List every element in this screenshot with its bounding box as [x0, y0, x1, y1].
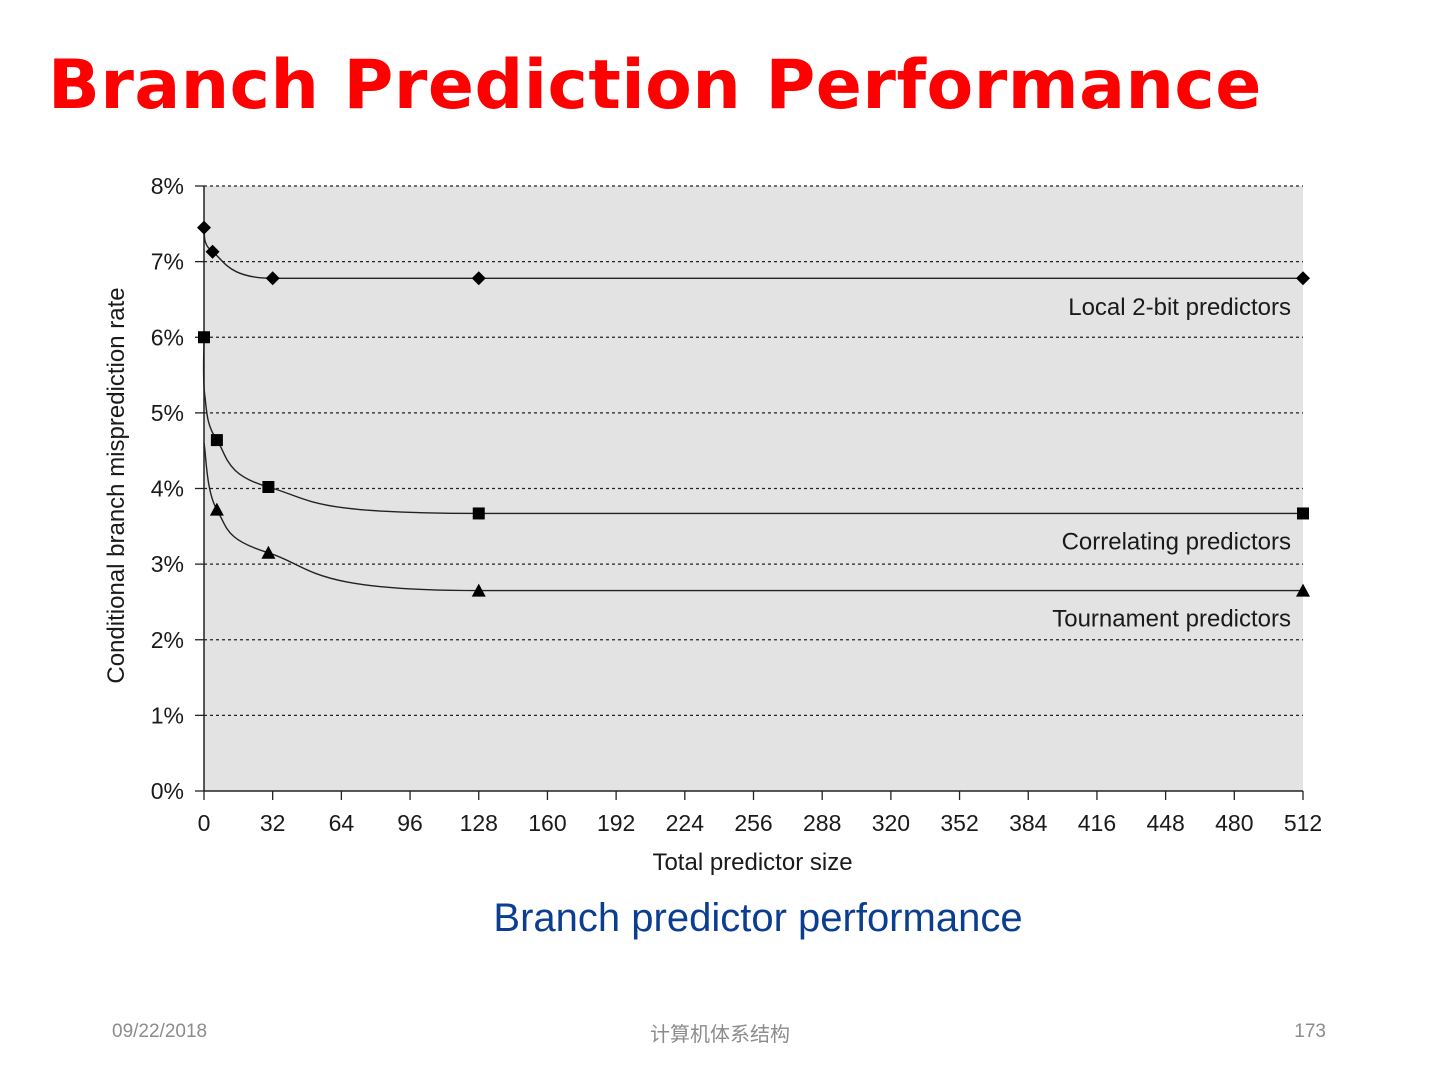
- y-tick-label: 5%: [151, 400, 184, 426]
- y-tick-label: 4%: [151, 476, 184, 502]
- data-point-diamond: [197, 220, 211, 235]
- x-tick-label: 416: [1078, 810, 1116, 836]
- slide-title: Branch Prediction Performance: [48, 46, 1262, 125]
- data-point-triangle: [1296, 583, 1310, 597]
- series-label-1: Local 2-bit predictors: [1068, 294, 1291, 321]
- x-tick-label: 224: [666, 810, 705, 836]
- plot-layer: 0% 1% 2% 3% 4% 5% 6% 7% 8% 0 32 64 96 128 160 192 224 256…: [103, 173, 1322, 876]
- x-tick-label: 384: [1009, 810, 1048, 836]
- data-point-diamond: [265, 271, 280, 286]
- x-tick-label: 320: [872, 810, 910, 836]
- x-tick-label: 128: [460, 810, 498, 836]
- x-tick-label: 96: [397, 810, 423, 836]
- y-tick-label: 2%: [151, 627, 184, 653]
- series-line-2: [202, 337, 1303, 515]
- x-tick-label: 512: [1284, 810, 1322, 836]
- x-tick-label: 0: [198, 810, 211, 836]
- x-tick-label: 192: [597, 810, 635, 836]
- x-tick-label: 288: [803, 810, 841, 836]
- data-point-diamond: [205, 244, 220, 259]
- data-point-diamond: [471, 271, 486, 286]
- series-label-3: Tournament predictors: [1052, 606, 1291, 633]
- y-tick-label: 6%: [151, 324, 184, 350]
- x-tick-label: 32: [260, 810, 286, 836]
- data-point-triangle: [471, 583, 486, 597]
- data-point-diamond: [1296, 271, 1310, 286]
- x-tick-label: 256: [734, 810, 772, 836]
- x-tick-label: 448: [1146, 810, 1184, 836]
- data-point-square: [210, 434, 223, 447]
- x-tick-label: 64: [329, 810, 355, 836]
- y-tick-label: 7%: [151, 249, 184, 275]
- y-tick-label: 8%: [151, 173, 184, 199]
- y-tick-label: 3%: [151, 551, 184, 577]
- series-label-2: Correlating predictors: [1062, 528, 1291, 555]
- data-point-square: [1297, 507, 1309, 520]
- x-axis-title: Total predictor size: [652, 849, 852, 876]
- footer-date: 09/22/2018: [112, 1021, 208, 1042]
- x-tick-label: 160: [528, 810, 566, 836]
- x-tick-label: 480: [1215, 810, 1253, 836]
- page-number: 173: [1294, 1021, 1326, 1042]
- data-point-triangle: [209, 502, 224, 516]
- data-point-square: [262, 480, 275, 493]
- figure-caption: Branch predictor performance: [493, 896, 1023, 940]
- y-tick-label: 1%: [151, 702, 184, 728]
- x-tick-label: 352: [940, 810, 978, 836]
- misprediction-chart: 0% 1% 2% 3% 4% 5% 6% 7% 8% 0 32 64 96 128 160 192 224 256…: [103, 173, 1322, 876]
- data-point-square: [198, 331, 210, 344]
- data-point-square: [472, 507, 485, 520]
- footer-course: 计算机体系结构: [650, 1022, 790, 1046]
- series-line-3: [203, 442, 1303, 592]
- plot-background: [204, 186, 1303, 791]
- y-tick-label: 0%: [151, 778, 184, 804]
- y-axis-title: Conditional branch misprediction rate: [103, 287, 130, 683]
- data-point-triangle: [261, 545, 276, 559]
